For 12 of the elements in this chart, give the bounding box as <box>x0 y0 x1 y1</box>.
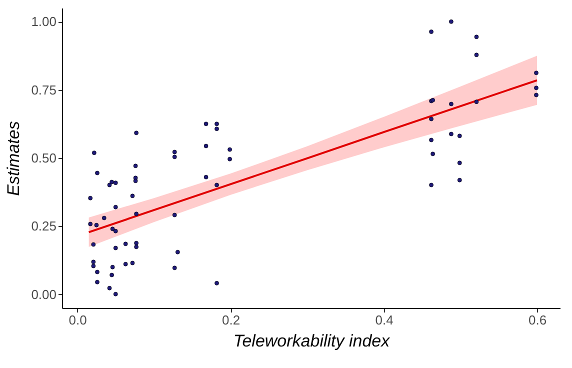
y-tick-label: 0.50 <box>31 150 56 166</box>
y-tick-label: 0.00 <box>31 286 56 302</box>
y-axis-title: Estimates <box>4 120 24 196</box>
y-tick-label: 1.00 <box>31 14 56 30</box>
y-tick-label: 0.75 <box>31 82 56 98</box>
x-tick-label: 0.0 <box>68 312 87 328</box>
x-tick-label: 0.6 <box>528 312 547 328</box>
x-tick-label: 0.2 <box>222 312 240 328</box>
y-tick-label: 0.25 <box>31 218 56 234</box>
line-series <box>88 79 538 234</box>
x-axis-title: Teleworkability index <box>233 332 390 350</box>
x-tick-label: 0.4 <box>375 312 394 328</box>
